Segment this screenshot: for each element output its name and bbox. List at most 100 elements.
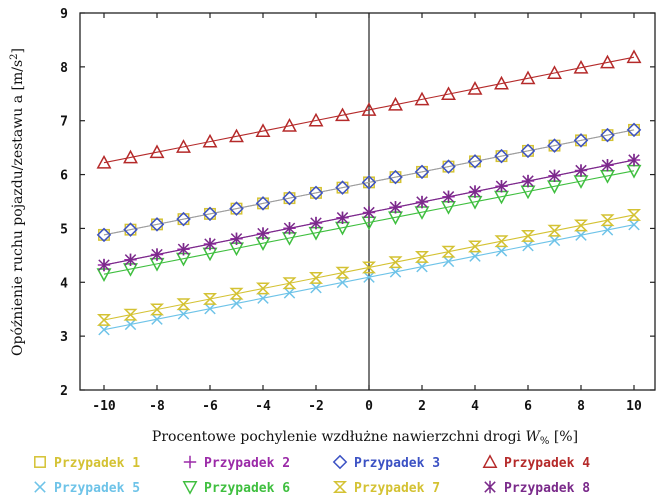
legend-item: Przypadek 2 [183,455,290,471]
data-point [336,276,349,289]
data-point [626,49,642,64]
data-point [282,277,297,290]
axis-layer: -10 -8 -6 -4 -2 0 2 4 6 8 10 2 3 4 5 6 7 8 9 [60,7,655,414]
data-point [600,214,615,227]
legend-label: Przypadek 4 [504,456,590,471]
data-point [547,224,562,237]
data-point [388,256,403,269]
data-point [573,59,589,74]
data-point [336,211,349,224]
data-point [98,258,110,272]
data-point [283,287,296,299]
data-point [628,153,640,167]
x-tick-label: -2 [308,399,324,414]
data-point [123,308,138,321]
y-tick-label: 2 [60,384,68,399]
legend-item: Przypadek 3 [332,454,440,471]
legend-marker [34,456,46,468]
data-point [414,91,430,106]
data-point [335,266,350,279]
series-line [103,170,635,275]
data-point [416,260,428,273]
data-point [204,302,216,315]
y-tick-label: 6 [60,169,68,184]
data-point [494,235,509,248]
data-point [96,227,112,243]
legend-marker [484,480,496,494]
x-axis-title: Procentowe pochylenie wzdłużne nawierzch… [152,429,578,447]
data-point [149,144,165,159]
y-tick-label: 3 [60,330,68,345]
data-point [389,201,402,214]
data-point [230,297,243,310]
data-point [600,54,615,69]
data-point [308,112,324,127]
data-point [151,248,163,261]
legend-item: Przypadek 7 [332,481,440,496]
data-point [361,102,377,116]
legend-marker [182,481,198,495]
series-4 [96,49,642,169]
series-3 [96,122,642,243]
data-point [547,138,562,153]
data-point [96,314,112,326]
y-tick-label: 8 [60,61,68,76]
data-point [494,75,509,90]
data-point [548,234,561,247]
data-point [575,229,587,241]
data-point [469,250,481,262]
legend-marker [482,454,498,468]
series-layer [96,49,642,336]
legend-marker [332,454,348,470]
data-point [123,222,138,237]
data-point [176,298,191,311]
data-point [176,139,191,153]
legend-item: Przypadek 8 [484,480,590,496]
data-point [310,281,322,294]
y-tick-label: 9 [60,7,68,22]
series-7 [96,209,642,326]
y-tick-label: 4 [60,276,68,291]
data-point [442,190,455,203]
data-point [601,224,614,236]
legend-marker [34,481,46,493]
data-point [626,122,642,138]
y-tick-label: 5 [60,222,68,237]
data-point [469,185,481,198]
data-point [124,253,137,266]
data-point [308,185,324,201]
data-point [547,65,562,79]
data-point [361,175,377,190]
legend-label: Przypadek 6 [204,481,290,496]
x-tick-label: 0 [365,399,373,414]
x-tick-label: 2 [418,399,426,414]
data-point [257,227,269,240]
data-point [548,169,561,182]
legend: Przypadek 1 Przypadek 2 Przypadek 3 Przypad… [34,454,590,496]
data-point [124,318,137,331]
data-point [363,271,375,283]
legend-marker [183,455,197,469]
data-point [149,303,165,316]
data-point [416,195,428,209]
data-point [257,292,269,304]
data-point [151,313,163,325]
data-point [202,206,218,222]
data-point [283,222,296,235]
data-point [361,261,377,274]
data-point [520,230,536,242]
x-tick-label: -4 [255,399,271,414]
data-point [282,190,297,206]
y-axis-title: Opóźnienie ruchu pojazdu/zestawu a [m/s2… [9,48,26,356]
data-point [522,239,534,252]
x-tick-label: 10 [626,399,642,414]
data-point [575,164,587,177]
data-point [414,164,430,180]
x-tick-label: 8 [577,399,585,414]
data-point [467,240,483,253]
data-point [573,219,589,232]
x-tick-label: 4 [471,399,479,414]
data-point [335,107,350,122]
